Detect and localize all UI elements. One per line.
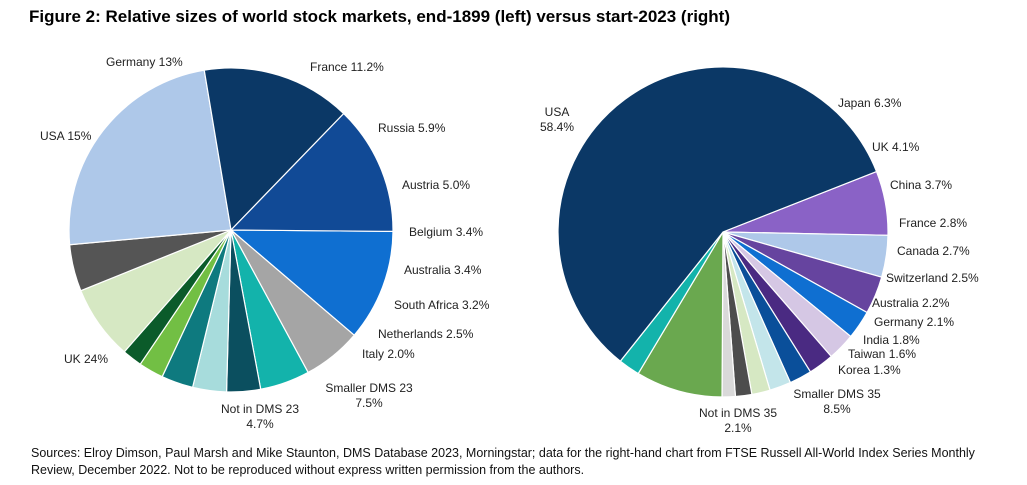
pie-slice-germany xyxy=(229,112,394,233)
slice-label-australia: Australia 3.4% xyxy=(404,263,482,277)
slice-label-not-in-dms-35: Not in DMS 35 2.1% xyxy=(699,406,777,435)
pie-slice-uk xyxy=(68,69,232,246)
slice-label-south-africa: South Africa 3.2% xyxy=(394,298,490,312)
slice-label-smaller-dms-35: Smaller DMS 35 8.5% xyxy=(793,387,881,416)
slice-label-canada: Canada 2.7% xyxy=(897,244,970,258)
slice-label-smaller-dms-23: Smaller DMS 23 7.5% xyxy=(325,381,413,410)
slice-label-uk: UK 4.1% xyxy=(872,140,920,154)
slice-label-germany: Germany 2.1% xyxy=(874,315,954,329)
pie-slice-usa xyxy=(203,67,345,232)
slice-label-korea: Korea 1.3% xyxy=(838,363,901,377)
pie-slice-usa xyxy=(557,66,878,363)
slice-label-taiwan: Taiwan 1.6% xyxy=(848,347,916,361)
slice-label-uk: UK 24% xyxy=(64,352,108,366)
figure-title: Figure 2: Relative sizes of world stock … xyxy=(29,7,731,26)
slice-label-china: China 3.7% xyxy=(890,178,952,192)
slice-label-usa: USA 15% xyxy=(40,129,92,143)
slice-label-germany: Germany 13% xyxy=(106,55,183,69)
slice-label-russia: Russia 5.9% xyxy=(378,121,446,135)
slice-label-japan: Japan 6.3% xyxy=(838,96,902,110)
slice-label-italy: Italy 2.0% xyxy=(362,347,415,361)
slice-label-usa: USA 58.4% xyxy=(540,105,574,134)
slice-label-not-in-dms-23: Not in DMS 23 4.7% xyxy=(221,402,299,431)
pie-slice-smaller-dms-35 xyxy=(637,229,724,398)
pie-chart-1899: France 11.2% Russia 5.9% Austria 5.0% Belgi… xyxy=(40,55,490,431)
slice-label-netherlands: Netherlands 2.5% xyxy=(378,327,474,341)
slice-label-austria: Austria 5.0% xyxy=(402,178,470,192)
slice-label-france: France 2.8% xyxy=(899,216,967,230)
slice-label-belgium: Belgium 3.4% xyxy=(409,225,483,239)
pie-slice-france xyxy=(229,229,394,337)
slice-label-india: India 1.8% xyxy=(863,333,920,347)
slice-label-france: France 11.2% xyxy=(310,60,384,74)
slice-label-switzerland: Switzerland 2.5% xyxy=(886,271,979,285)
figure-source-note: Sources: Elroy Dimson, Paul Marsh and Mi… xyxy=(31,446,975,477)
slice-label-australia: Australia 2.2% xyxy=(872,296,950,310)
pie-chart-2023: Japan 6.3% UK 4.1% China 3.7% France 2.8% Ca… xyxy=(540,66,979,435)
